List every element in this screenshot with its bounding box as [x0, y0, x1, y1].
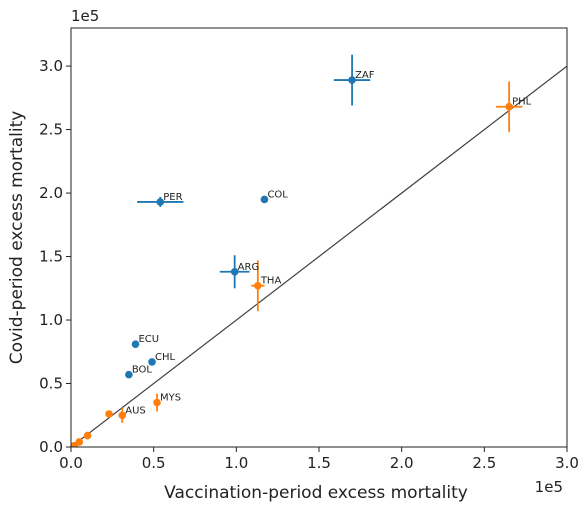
y-tick-label: 2.0	[39, 184, 63, 202]
point-label-zaf: ZAF	[355, 70, 375, 81]
y-tick-label: 1.5	[39, 248, 63, 266]
data-point-zaf	[348, 76, 356, 84]
data-point-chl	[148, 358, 156, 366]
y-axis-multiplier: 1e5	[71, 7, 99, 25]
y-tick-label: 0.0	[39, 438, 63, 456]
axes: 0.0 0.5 1.0 1.5 2.0 2.5 3.0 0.0 0.5 1.0 1.5 2.0 2.5 3…	[39, 27, 579, 472]
y-tick-label: 2.5	[39, 121, 63, 139]
x-tick-label: 3.0	[555, 454, 579, 472]
point-label-tha: THA	[260, 276, 282, 287]
x-tick-label: 1.5	[307, 454, 331, 472]
x-axis-multiplier: 1e5	[535, 478, 563, 496]
data-point	[71, 443, 77, 447]
x-tick-label: 2.0	[390, 454, 414, 472]
data-point-mys	[153, 398, 161, 407]
x-tick-label: 0.0	[59, 454, 83, 472]
plot-frame	[70, 27, 568, 448]
reference-line	[71, 65, 567, 447]
point-label-mys: MYS	[160, 393, 181, 404]
data-point-bol	[125, 370, 133, 379]
data-point	[83, 431, 92, 440]
point-label-aus: AUS	[125, 405, 146, 416]
x-axis-label: Vaccination-period excess mortality	[164, 483, 468, 503]
x-tick-label: 2.5	[472, 454, 496, 472]
point-label-chl: CHL	[155, 352, 176, 363]
y-tick-label: 3.0	[39, 57, 63, 75]
x-tick-label: 1.0	[224, 454, 248, 472]
data-point-per	[156, 198, 165, 206]
data-point-ecu	[131, 340, 140, 348]
data-point-tha	[254, 281, 262, 290]
data-point-col	[260, 195, 269, 204]
y-tick-label: 1.0	[39, 311, 63, 329]
point-label-ecu: ECU	[138, 334, 159, 345]
y-axis-label: Covid-period excess mortality	[7, 111, 27, 365]
point-label-bol: BOL	[132, 365, 153, 376]
data-point-arg	[230, 267, 239, 276]
data-point-aus	[118, 411, 127, 420]
point-label-phl: PHL	[512, 97, 532, 108]
point-label-arg: ARG	[238, 262, 260, 273]
data-point	[105, 410, 113, 418]
x-tick-label: 0.5	[142, 454, 166, 472]
point-label-col: COL	[267, 189, 288, 200]
point-label-per: PER	[163, 192, 182, 203]
y-tick-label: 0.5	[39, 375, 63, 393]
data-point-phl	[505, 102, 513, 111]
